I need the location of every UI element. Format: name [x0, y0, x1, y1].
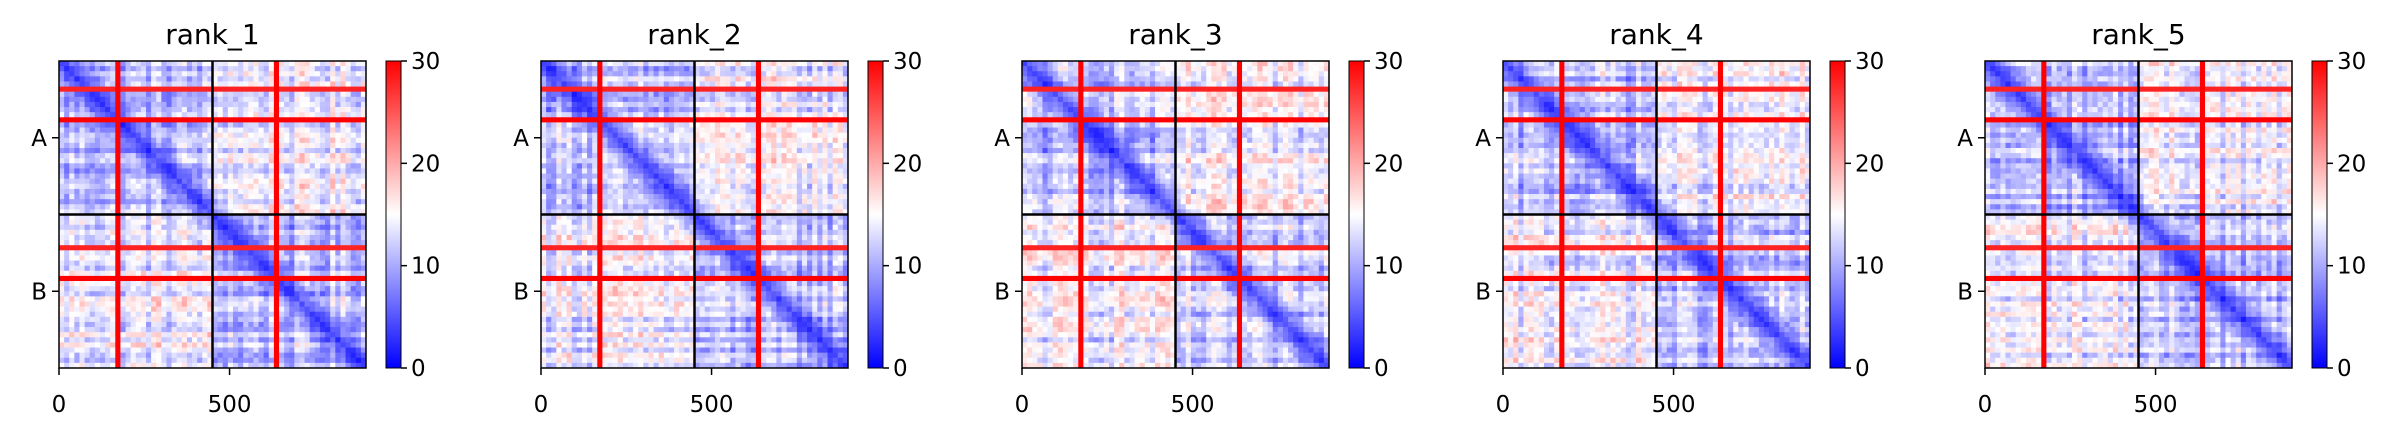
colorbar — [2311, 60, 2328, 369]
colorbar-tick-label: 30 — [2337, 49, 2366, 75]
y-tick-label: A — [31, 126, 47, 152]
colorbar-tick-label: 20 — [893, 151, 922, 177]
x-tick-label: 500 — [690, 392, 734, 418]
chart-panel-2: rank_2 0 500 A B 0 10 20 30 — [513, 18, 922, 418]
chart-title: rank_5 — [2091, 18, 2185, 51]
colorbar — [867, 60, 884, 369]
plot-frame — [540, 60, 849, 369]
colorbar-tick-label: 0 — [1855, 356, 1870, 382]
chart-panel-4: rank_4 0 500 A B 0 10 20 30 — [1475, 18, 1884, 418]
colorbar — [1829, 60, 1846, 369]
colorbar-tick-label: 0 — [893, 356, 908, 382]
x-tick-label: 0 — [52, 392, 67, 418]
chart-title: rank_1 — [165, 18, 259, 51]
colorbar-tick-label: 10 — [893, 254, 922, 280]
colorbar-tick-label: 30 — [1374, 49, 1403, 75]
x-tick-label: 500 — [2134, 392, 2178, 418]
y-tick-label: B — [31, 279, 47, 305]
colorbar — [385, 60, 402, 369]
chart-panel-5: rank_5 0 500 A B 0 10 20 30 — [1957, 18, 2366, 418]
x-tick-label: 500 — [208, 392, 252, 418]
chart-title: rank_3 — [1128, 18, 1222, 51]
heatmap-cells — [1985, 61, 2293, 369]
colorbar-tick-label: 30 — [1855, 49, 1884, 75]
chart-panel-1: rank_1 0 500 A B 0 10 20 30 — [31, 18, 440, 418]
heatmap-cells — [59, 61, 367, 369]
chart-title: rank_2 — [647, 18, 741, 51]
colorbar-tick-label: 0 — [1374, 356, 1389, 382]
colorbar-tick-label: 0 — [411, 356, 426, 382]
x-tick-label: 0 — [1496, 392, 1511, 418]
colorbar-tick-label: 10 — [2337, 254, 2366, 280]
x-tick-label: 500 — [1652, 392, 1696, 418]
colorbar-tick-label: 10 — [411, 254, 440, 280]
y-tick-label: A — [994, 126, 1010, 152]
chart-panel-3: rank_3 0 500 A B 0 10 20 30 — [994, 18, 1403, 418]
colorbar-tick-label: 20 — [2337, 151, 2366, 177]
y-tick-label: B — [513, 279, 529, 305]
y-tick-label: B — [1475, 279, 1491, 305]
colorbar-tick-label: 20 — [1374, 151, 1403, 177]
plot-frame — [1502, 60, 1811, 369]
colorbar-tick-label: 30 — [893, 49, 922, 75]
heatmap-cells — [1022, 61, 1330, 369]
chart-title: rank_4 — [1609, 18, 1703, 51]
colorbar-tick-label: 0 — [2337, 356, 2352, 382]
y-tick-label: A — [1475, 126, 1491, 152]
colorbar-tick-label: 20 — [1855, 151, 1884, 177]
colorbar — [1348, 60, 1365, 369]
plot-frame — [1984, 60, 2293, 369]
x-tick-label: 0 — [1015, 392, 1030, 418]
y-tick-label: B — [1957, 279, 1973, 305]
heatmap-cells — [1503, 61, 1811, 369]
heatmap-cells — [541, 61, 849, 369]
colorbar-tick-label: 10 — [1374, 254, 1403, 280]
y-tick-label: A — [513, 126, 529, 152]
x-tick-label: 500 — [1171, 392, 1215, 418]
y-tick-label: A — [1957, 126, 1973, 152]
colorbar-tick-label: 30 — [411, 49, 440, 75]
x-tick-label: 0 — [1978, 392, 1993, 418]
y-tick-label: B — [994, 279, 1010, 305]
colorbar-tick-label: 10 — [1855, 254, 1884, 280]
colorbar-tick-label: 20 — [411, 151, 440, 177]
plot-frame — [1021, 60, 1330, 369]
x-tick-label: 0 — [534, 392, 549, 418]
plot-frame — [58, 60, 367, 369]
